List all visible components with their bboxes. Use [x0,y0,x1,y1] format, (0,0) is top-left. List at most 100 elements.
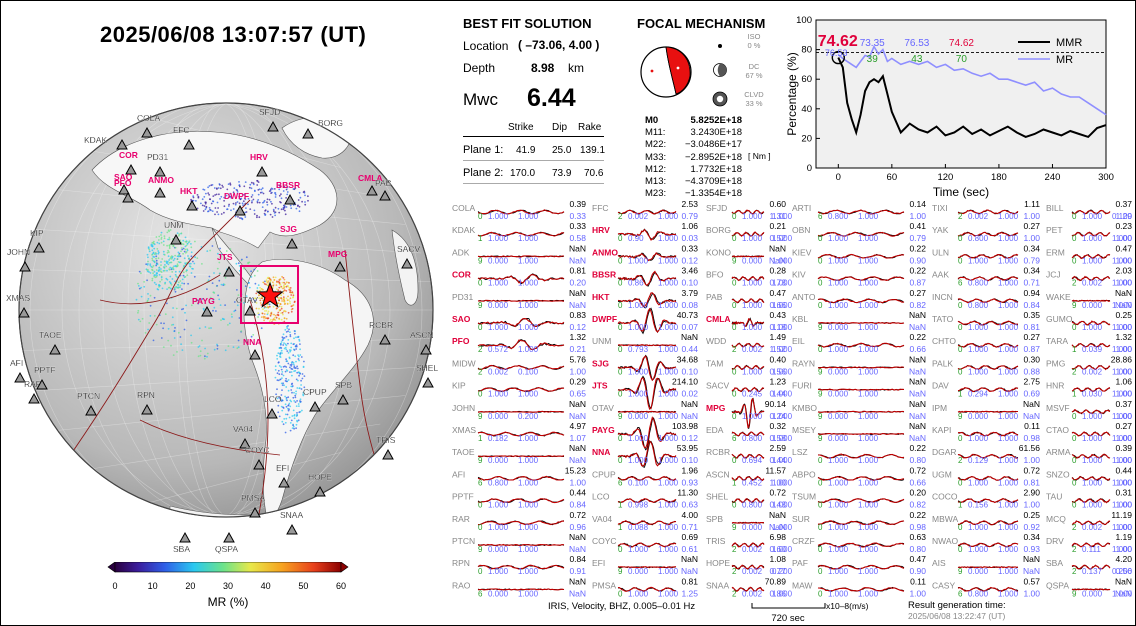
station-pptf[interactable]: PPTF [34,365,56,390]
waveform-coco[interactable]: COCO 2.90 1 0.156 1.000 1.00 [932,488,1040,510]
station-xmas[interactable]: XMAS [6,293,31,318]
waveform-yak[interactable]: YAK 0.27 0 0.800 1.000 1.00 [932,221,1040,243]
station-rpn[interactable]: RPN [137,390,155,415]
waveform-john[interactable]: JOHN NaN 9 0.000 0.200 NaN [452,399,586,421]
station-ptcn[interactable]: PTCN [77,391,100,416]
waveform-pfo[interactable]: PFO 1.32 2 0.572 1.000 0.21 [452,332,586,354]
station-cor[interactable]: COR [119,150,138,175]
waveform-arti[interactable]: ARTI 0.14 6 0.800 1.000 1.00 [792,199,926,221]
station-pab[interactable]: PAB [375,178,392,201]
station-shel[interactable]: SHEL [416,363,439,388]
waveform-lsz[interactable]: LSZ 0.22 0 1.000 1.000 0.80 [792,443,926,465]
waveform-cor[interactable]: COR 0.81 0 1.000 1.000 0.20 [452,266,586,288]
waveform-unm[interactable]: UNM NaN 0 0.793 1.000 0.44 [592,332,698,354]
waveform-chto[interactable]: CHTO 0.27 0 1.000 1.000 0.87 [932,332,1040,354]
station-rcbr[interactable]: RCBR [369,320,393,345]
station-cmla[interactable]: CMLA [358,173,383,196]
waveform-coyc[interactable]: COYC 0.690 1.000 1.000 0.61 [592,532,698,554]
station-spb[interactable]: SPB [335,380,352,405]
station-hrv[interactable]: HRV [250,152,268,177]
station-taoe[interactable]: TAOE [39,330,62,355]
station-ascn[interactable]: ASCN [410,330,434,355]
waveform-obn[interactable]: OBN 0.41 0 1.000 1.000 0.79 [792,221,926,243]
waveform-uln[interactable]: ULN 0.34 0 1.000 1.000 0.79 [932,243,1040,265]
station-hkt[interactable]: HKT [180,186,198,211]
epicenter-star[interactable] [256,281,284,308]
waveform-incn[interactable]: INCN 0.94 0 0.800 1.000 0.84 [932,288,1040,310]
waveform-kiev[interactable]: KIEV 0.22 0 1.000 1.000 0.90 [792,243,926,265]
station-snaa[interactable]: SNAA [280,510,304,535]
waveform-mbwa[interactable]: MBWA 0.25 0 1.000 1.000 0.92 [932,510,1040,532]
waveform-taoe[interactable]: TAOE NaN 9 0.000 1.000 NaN [452,443,586,465]
station-john[interactable]: JOHN [7,247,31,272]
waveform-sur[interactable]: SUR 0.22 0 1.000 1.000 0.98 [792,510,926,532]
waveform-xmas[interactable]: XMAS 4.97 1 0.182 1.000 1.07 [452,421,586,443]
waveform-sjg[interactable]: SJG 34.680 1.000 1.000 0.10 [592,354,698,382]
waveform-kbl[interactable]: KBL NaN 9 0.000 1.000 NaN [792,310,926,332]
waveform-anmo[interactable]: ANMO 0.330 1.000 1.000 0.12 [592,243,698,265]
waveform-ptcn[interactable]: PTCN NaN 9 0.000 1.000 NaN [452,532,586,554]
waveform-kdak[interactable]: KDAK 0.33 1 1.000 1.000 0.58 [452,221,586,243]
station-cola[interactable]: COLA [137,113,161,138]
station-kdak[interactable]: KDAK [84,135,128,150]
station-coyc[interactable]: COYC [245,445,270,470]
station-nna[interactable]: NNA [243,337,261,360]
station-anmo[interactable]: ANMO [148,175,174,198]
waveform-adk[interactable]: ADK NaN 9 0.000 1.000 NaN [452,243,586,265]
station-sacv[interactable]: SACV [397,244,421,269]
station-cpup[interactable]: CPUP [303,387,327,412]
station-sba[interactable]: SBA [173,531,191,554]
waveform-ipm[interactable]: IPM NaN 9 0.000 1.000 NaN [932,399,1040,421]
station-qspa[interactable]: QSPA [215,531,238,554]
waveform-crzf[interactable]: CRZF 0.63 0 1.000 1.000 0.80 [792,532,926,554]
station-sao[interactable]: SAO [114,172,133,195]
waveform-sao[interactable]: SAO 0.83 0 1.000 1.000 0.12 [452,310,586,332]
station-unm[interactable]: UNM [164,220,183,245]
waveform-furi[interactable]: FURI NaN 9 0.000 1.000 NaN [792,377,926,399]
waveform-eil[interactable]: EIL 0.22 0 1.000 1.000 0.66 [792,332,926,354]
waveform-anto[interactable]: ANTO 0.27 0 1.000 1.000 0.82 [792,288,926,310]
waveform-casy[interactable]: CASY 0.57 6 0.800 1.000 1.00 [932,576,1040,598]
waveform-jts[interactable]: JTS 214.100 1.000 1.000 0.02 [592,375,698,410]
station-pmsa[interactable]: PMSA [241,493,266,518]
waveform-dwpf[interactable]: DWPF 40.730 1.000 1.000 0.07 [592,307,698,335]
station-efi[interactable]: EFI [276,463,290,488]
waveform-tsum[interactable]: TSUM 0.20 0 1.000 1.000 0.82 [792,488,926,510]
waveform-cpup[interactable]: CPUP 1.96 6 0.100 1.000 0.93 [592,465,698,487]
waveform-hkt[interactable]: HKT 3.790 1.000 1.000 0.08 [592,288,698,310]
waveform-pmsa[interactable]: PMSA 0.810 1.000 1.000 1.25 [592,576,698,598]
station-borg[interactable]: BORG [302,118,343,139]
station-otav[interactable]: OTAV [236,295,258,316]
waveform-aak[interactable]: AAK 0.34 6 0.800 1.000 0.71 [932,266,1040,288]
waveform-kip[interactable]: KIP 0.29 0 1.000 1.000 0.65 [452,377,586,399]
waveform-kapi[interactable]: KAPI 0.11 0 1.000 1.000 0.98 [932,421,1040,443]
waveform-lco[interactable]: LCO 11.30 1 0.998 1.000 0.63 [592,488,698,510]
waveform-efi[interactable]: EFI NaN 9 0.000 1.000 NaN [592,554,698,576]
station-jts[interactable]: JTS [217,252,235,277]
waveform-pptf[interactable]: PPTF 0.44 0 1.000 1.000 0.84 [452,488,586,510]
waveform-tato[interactable]: TATO 0.35 0 1.000 1.000 0.81 [932,310,1040,332]
